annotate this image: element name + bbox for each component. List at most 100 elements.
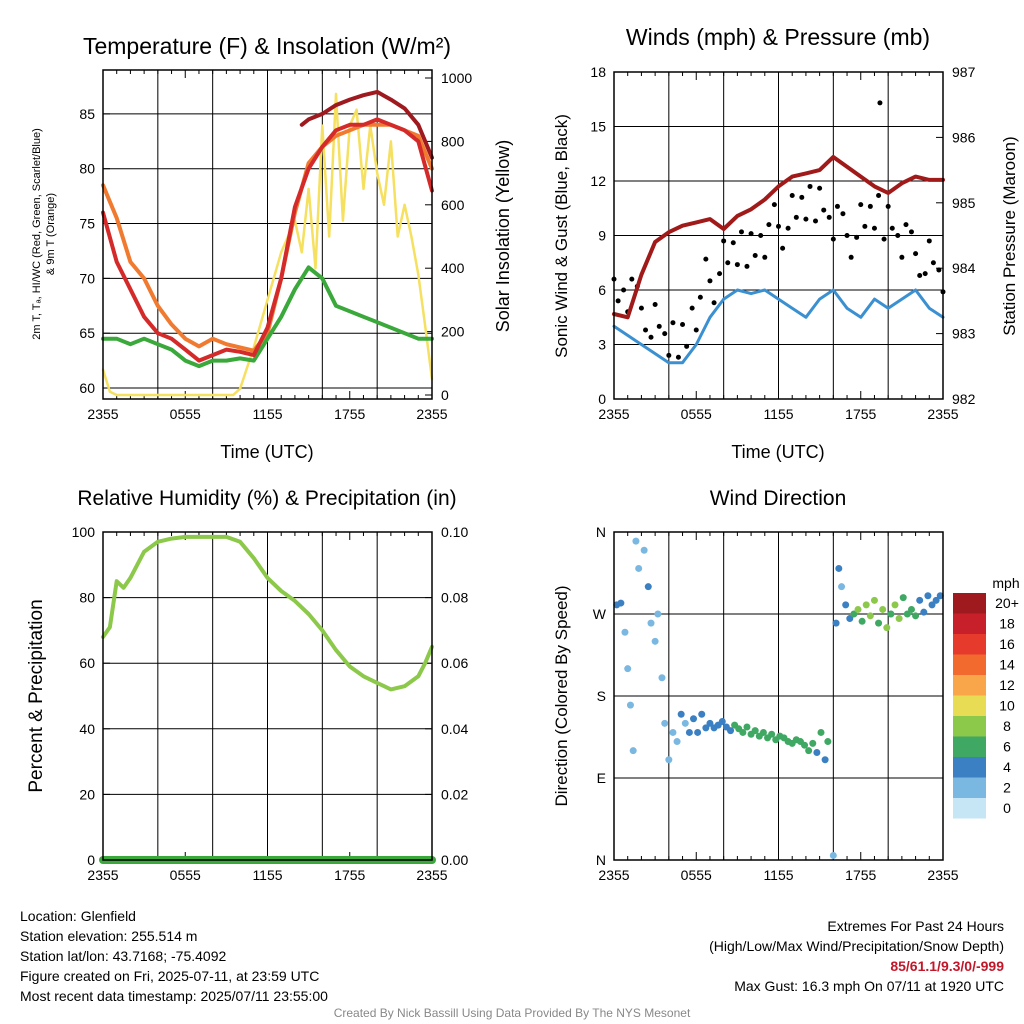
gust-point [876, 193, 882, 199]
y-tick-label: E [597, 770, 606, 786]
direction-point [903, 610, 911, 618]
y2-tick-label: 982 [952, 391, 976, 407]
colorbar-label: 0 [1003, 800, 1011, 816]
gust-point [799, 194, 805, 200]
x-tick-label: 2355 [927, 867, 958, 883]
gust-point [871, 225, 877, 231]
direction-point [702, 724, 710, 732]
direction-point [739, 728, 747, 736]
gust-point [748, 231, 754, 237]
y2-tick-label: 800 [441, 133, 465, 149]
colorbar-label: 4 [1003, 759, 1011, 775]
extremes-subtitle: (High/Low/Max Wind/Precipitation/Snow De… [709, 938, 1004, 954]
direction-point [626, 701, 634, 709]
gust-point [615, 298, 621, 304]
y-tick-label: 40 [79, 721, 95, 737]
direction-point [924, 592, 932, 600]
gust-point [629, 276, 635, 282]
x-tick-label: 2355 [598, 867, 629, 883]
plot-frame [613, 531, 944, 861]
pressure-line [612, 155, 945, 320]
gust-point [721, 238, 727, 244]
gust-point [675, 354, 681, 360]
gust-point [643, 327, 649, 333]
y-tick-label: N [596, 524, 606, 540]
humidity-title: Relative Humidity (%) & Precipitation (i… [77, 487, 456, 510]
direction-point [669, 728, 677, 736]
y-tick-label: 6 [598, 282, 606, 298]
x-tick-label: 1155 [763, 406, 793, 422]
direction-point [907, 605, 915, 613]
direction-point [920, 608, 928, 616]
gust-point [807, 183, 813, 189]
direction-point [862, 601, 870, 609]
gust-point [689, 305, 695, 311]
x-tick-label: 0555 [170, 867, 201, 883]
direction-point [891, 601, 899, 609]
direction-point [698, 710, 706, 718]
gust-point [776, 223, 781, 229]
gust-point [840, 211, 846, 217]
x-tick-label: 1755 [845, 406, 876, 422]
direction-point [629, 747, 637, 755]
direction-point [854, 605, 862, 613]
x-tick-label: 0555 [681, 867, 712, 883]
direction-point [842, 601, 850, 609]
winds-title: Winds (mph) & Pressure (mb) [626, 24, 930, 50]
gust-point [734, 262, 740, 268]
series-line [299, 89, 434, 160]
plot-frame [102, 69, 433, 400]
direction-point [673, 738, 681, 746]
gust-point [889, 225, 895, 231]
colorbar-label: 10 [999, 698, 1015, 714]
temperature-left-label-2: & 9m T (Orange) [45, 193, 57, 275]
gust-point [813, 218, 819, 224]
direction-point [838, 583, 846, 591]
gust-point [752, 252, 758, 258]
gust-point [913, 251, 919, 257]
direction-point [879, 605, 887, 613]
y2-tick-label: 983 [952, 326, 976, 342]
x-tick-label: 2355 [927, 406, 958, 422]
recent-timestamp: Most recent data timestamp: 2025/07/11 2… [20, 988, 328, 1004]
gust-point [717, 271, 723, 277]
direction-point [846, 615, 854, 623]
direction-point [805, 747, 813, 755]
gust-point [899, 254, 905, 260]
direction-point [718, 718, 726, 726]
gust-point [766, 222, 772, 228]
gust-point [780, 245, 786, 251]
gust-point [854, 234, 860, 240]
direction-point [690, 715, 698, 723]
colorbar-title: mph [992, 575, 1019, 591]
plot-frame [613, 71, 944, 400]
x-tick-label: 1155 [252, 406, 282, 422]
credit-line: Created By Nick Bassill Using Data Provi… [333, 1006, 691, 1020]
y-tick-label: 60 [79, 380, 95, 396]
direction-title: Wind Direction [710, 487, 847, 510]
temperature-right-label: Solar Insolation (Yellow) [493, 140, 513, 332]
gust-point [895, 233, 901, 238]
gust-point [693, 327, 699, 333]
direction-point [887, 610, 895, 618]
gust-point [762, 254, 768, 260]
y2-tick-label: 986 [952, 129, 976, 145]
direction-point [916, 596, 924, 604]
direction-point [658, 674, 666, 682]
colorbar-label: 2 [1003, 780, 1011, 796]
direction-point [617, 599, 625, 607]
gust-point [881, 236, 887, 242]
colorbar-swatch [953, 695, 986, 716]
y-tick-label: 100 [72, 524, 96, 540]
gust-point [648, 334, 654, 340]
direction-point [685, 728, 693, 736]
direction-point [632, 537, 640, 545]
x-tick-label: 0555 [681, 406, 712, 422]
extremes-info: Extremes For Past 24 Hours (High/Low/Max… [709, 916, 1004, 996]
y-tick-label: 60 [79, 655, 95, 671]
direction-point [813, 748, 821, 756]
y-tick-label: 18 [590, 64, 606, 80]
y2-tick-label: 0.00 [441, 852, 468, 868]
direction-point [681, 719, 689, 727]
x-tick-label: 1155 [252, 867, 282, 883]
